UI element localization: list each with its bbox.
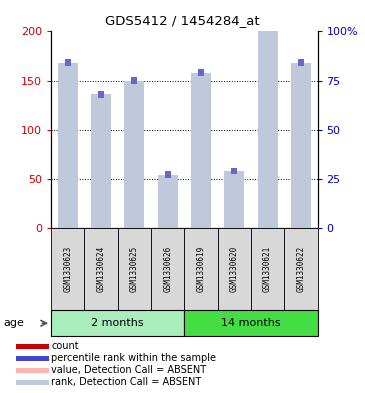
Bar [165, 226, 170, 228]
Bar [124, 81, 144, 228]
Bar [16, 367, 49, 373]
Text: GSM1330619: GSM1330619 [196, 246, 205, 292]
Text: value, Detection Call = ABSENT: value, Detection Call = ABSENT [51, 365, 206, 375]
Bar [265, 22, 270, 29]
Bar [251, 228, 284, 310]
Text: count: count [51, 341, 79, 351]
Bar [224, 171, 244, 228]
Bar [91, 94, 111, 228]
Bar [118, 228, 151, 310]
Bar [132, 226, 137, 228]
Bar [258, 64, 277, 228]
Bar [158, 175, 178, 228]
Bar [218, 228, 251, 310]
Bar [291, 63, 311, 228]
Bar [65, 226, 70, 228]
Bar [16, 344, 49, 349]
Bar [51, 310, 184, 336]
Bar [84, 228, 118, 310]
Bar [58, 63, 78, 228]
Bar [191, 133, 211, 228]
Text: GSM1330626: GSM1330626 [163, 246, 172, 292]
Text: GSM1330620: GSM1330620 [230, 246, 239, 292]
Text: GSM1330624: GSM1330624 [97, 246, 105, 292]
Text: GSM1330621: GSM1330621 [263, 246, 272, 292]
Bar [131, 77, 137, 84]
Bar [298, 59, 304, 66]
Bar [99, 226, 104, 228]
Text: age: age [4, 318, 24, 328]
Bar [184, 228, 218, 310]
Text: GSM1330623: GSM1330623 [63, 246, 72, 292]
Bar [151, 228, 184, 310]
Text: 2 months: 2 months [91, 318, 144, 328]
Bar [184, 310, 318, 336]
Bar [16, 356, 49, 361]
Bar [198, 69, 204, 76]
Bar [224, 202, 244, 228]
Bar [65, 59, 71, 66]
Bar [265, 226, 270, 228]
Bar [291, 120, 311, 228]
Bar [58, 120, 78, 228]
Bar [191, 73, 211, 228]
Bar [165, 171, 171, 178]
Bar [158, 202, 178, 228]
Text: 14 months: 14 months [221, 318, 281, 328]
Bar [124, 136, 144, 228]
Bar [91, 144, 111, 228]
Bar [232, 226, 237, 228]
Text: rank, Detection Call = ABSENT: rank, Detection Call = ABSENT [51, 377, 201, 387]
Bar [284, 228, 318, 310]
Bar [16, 380, 49, 385]
Text: GSM1330622: GSM1330622 [296, 246, 306, 292]
Bar [258, 26, 277, 228]
Bar [199, 226, 203, 228]
Bar [299, 226, 303, 228]
Text: GSM1330625: GSM1330625 [130, 246, 139, 292]
Text: percentile rank within the sample: percentile rank within the sample [51, 353, 216, 363]
Bar [231, 167, 237, 174]
Bar [51, 228, 84, 310]
Text: GDS5412 / 1454284_at: GDS5412 / 1454284_at [105, 14, 260, 27]
Bar [98, 91, 104, 98]
